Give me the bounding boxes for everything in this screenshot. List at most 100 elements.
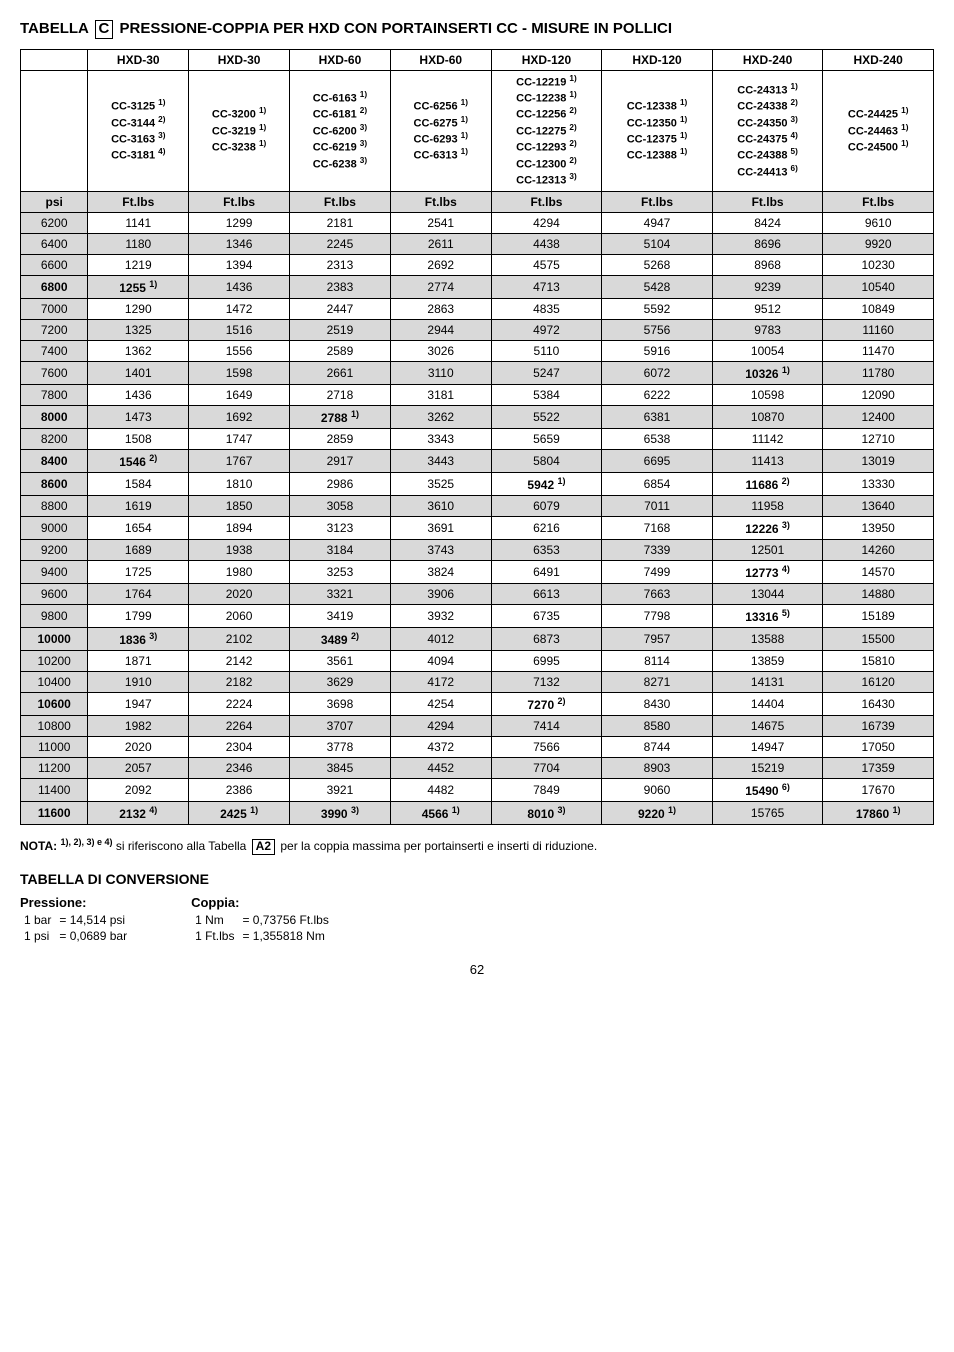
pressure-torque-table: HXD-30HXD-30HXD-60HXD-60HXD-120HXD-120HX… [20, 49, 934, 826]
table-row: 860015841810298635255942 1)685411686 2)1… [21, 473, 934, 496]
value-cell: 12090 [823, 385, 934, 406]
table-row: 1060019472224369842547270 2)843014404164… [21, 693, 934, 716]
value-cell: 7132 [491, 672, 602, 693]
value-cell: 1436 [189, 276, 290, 299]
value-cell: 2863 [390, 299, 491, 320]
value-cell: 12226 3) [712, 517, 823, 540]
value-cell: 4012 [390, 628, 491, 651]
value-cell: 1141 [88, 213, 189, 234]
value-cell: 14880 [823, 584, 934, 605]
value-cell: 6995 [491, 651, 602, 672]
psi-cell: 8400 [21, 450, 88, 473]
value-cell: 14131 [712, 672, 823, 693]
value-cell: 2142 [189, 651, 290, 672]
value-cell: 11686 2) [712, 473, 823, 496]
value-cell: 7011 [602, 496, 713, 517]
value-cell: 1619 [88, 496, 189, 517]
value-cell: 2132 4) [88, 802, 189, 825]
page-number: 62 [20, 962, 934, 977]
value-cell: 2057 [88, 758, 189, 779]
value-cell: 1894 [189, 517, 290, 540]
psi-cell: 6600 [21, 255, 88, 276]
value-cell: 1598 [189, 362, 290, 385]
value-cell: 4947 [602, 213, 713, 234]
value-cell: 1810 [189, 473, 290, 496]
value-cell: 3489 2) [290, 628, 391, 651]
table-row: 104001910218236294172713282711413116120 [21, 672, 934, 693]
note-box: A2 [252, 839, 275, 854]
header2-codes: CC-12219 1)CC-12238 1)CC-12256 2)CC-1227… [491, 70, 602, 192]
psi-cell: 11600 [21, 802, 88, 825]
value-cell: 14947 [712, 737, 823, 758]
value-cell: 8271 [602, 672, 713, 693]
value-cell: 1980 [189, 561, 290, 584]
header2-codes: CC-24313 1)CC-24338 2)CC-24350 3)CC-2437… [712, 70, 823, 192]
table-row: 8000147316922788 1)326255226381108701240… [21, 406, 934, 429]
value-cell: 13588 [712, 628, 823, 651]
table-row: 940017251980325338246491749912773 4)1457… [21, 561, 934, 584]
value-cell: 8696 [712, 234, 823, 255]
value-cell: 11470 [823, 341, 934, 362]
value-cell: 4094 [390, 651, 491, 672]
table-row: 74001362155625893026511059161005411470 [21, 341, 934, 362]
value-cell: 15500 [823, 628, 934, 651]
value-cell: 14675 [712, 716, 823, 737]
units-ftlbs: Ft.lbs [88, 192, 189, 213]
value-cell: 13316 5) [712, 605, 823, 628]
value-cell: 3321 [290, 584, 391, 605]
value-cell: 2944 [390, 320, 491, 341]
value-cell: 5916 [602, 341, 713, 362]
psi-cell: 7000 [21, 299, 88, 320]
header-model: HXD-120 [602, 49, 713, 70]
table-row: 100001836 3)21023489 2)40126873795713588… [21, 628, 934, 651]
value-cell: 9220 1) [602, 802, 713, 825]
table-row: 760014011598266131105247607210326 1)1178… [21, 362, 934, 385]
value-cell: 2102 [189, 628, 290, 651]
table-body: 6200114112992181254142944947842496106400… [21, 213, 934, 825]
value-cell: 1982 [88, 716, 189, 737]
footnote: NOTA: 1), 2), 3) e 4) si riferiscono all… [20, 837, 934, 854]
value-cell: 5522 [491, 406, 602, 429]
value-cell: 16430 [823, 693, 934, 716]
value-cell: 3443 [390, 450, 491, 473]
value-cell: 1436 [88, 385, 189, 406]
conv-cell: 1 bar [20, 912, 55, 928]
psi-cell: 10600 [21, 693, 88, 716]
value-cell: 5104 [602, 234, 713, 255]
value-cell: 8744 [602, 737, 713, 758]
value-cell: 3698 [290, 693, 391, 716]
value-cell: 6216 [491, 517, 602, 540]
value-cell: 2181 [290, 213, 391, 234]
value-cell: 1649 [189, 385, 290, 406]
coppia-table: 1 Nm= 0,73756 Ft.lbs1 Ft.lbs= 1,355818 N… [191, 912, 333, 944]
value-cell: 4575 [491, 255, 602, 276]
table-row: 7000129014722447286348355592951210849 [21, 299, 934, 320]
value-cell: 9920 [823, 234, 934, 255]
psi-cell: 6400 [21, 234, 88, 255]
value-cell: 1394 [189, 255, 290, 276]
value-cell: 5592 [602, 299, 713, 320]
value-cell: 6222 [602, 385, 713, 406]
value-cell: 8580 [602, 716, 713, 737]
header2-codes: CC-3125 1)CC-3144 2)CC-3163 3)CC-3181 4) [88, 70, 189, 192]
table-row: 620011411299218125414294494784249610 [21, 213, 934, 234]
title-trailing: PRESSIONE-COPPIA PER HXD CON PORTAINSERT… [115, 20, 672, 37]
value-cell: 1764 [88, 584, 189, 605]
value-cell: 3610 [390, 496, 491, 517]
value-cell: 5942 1) [491, 473, 602, 496]
conv-cell: = 1,355818 Nm [238, 928, 332, 944]
units-ftlbs: Ft.lbs [712, 192, 823, 213]
value-cell: 2541 [390, 213, 491, 234]
psi-cell: 9000 [21, 517, 88, 540]
value-cell: 2386 [189, 779, 290, 802]
value-cell: 1850 [189, 496, 290, 517]
table-row: 96001764202033213906661376631304414880 [21, 584, 934, 605]
value-cell: 2986 [290, 473, 391, 496]
value-cell: 11958 [712, 496, 823, 517]
table-row: 980017992060341939326735779813316 5)1518… [21, 605, 934, 628]
value-cell: 14404 [712, 693, 823, 716]
header-model: HXD-120 [491, 49, 602, 70]
value-cell: 7168 [602, 517, 713, 540]
value-cell: 2447 [290, 299, 391, 320]
value-cell: 3343 [390, 429, 491, 450]
